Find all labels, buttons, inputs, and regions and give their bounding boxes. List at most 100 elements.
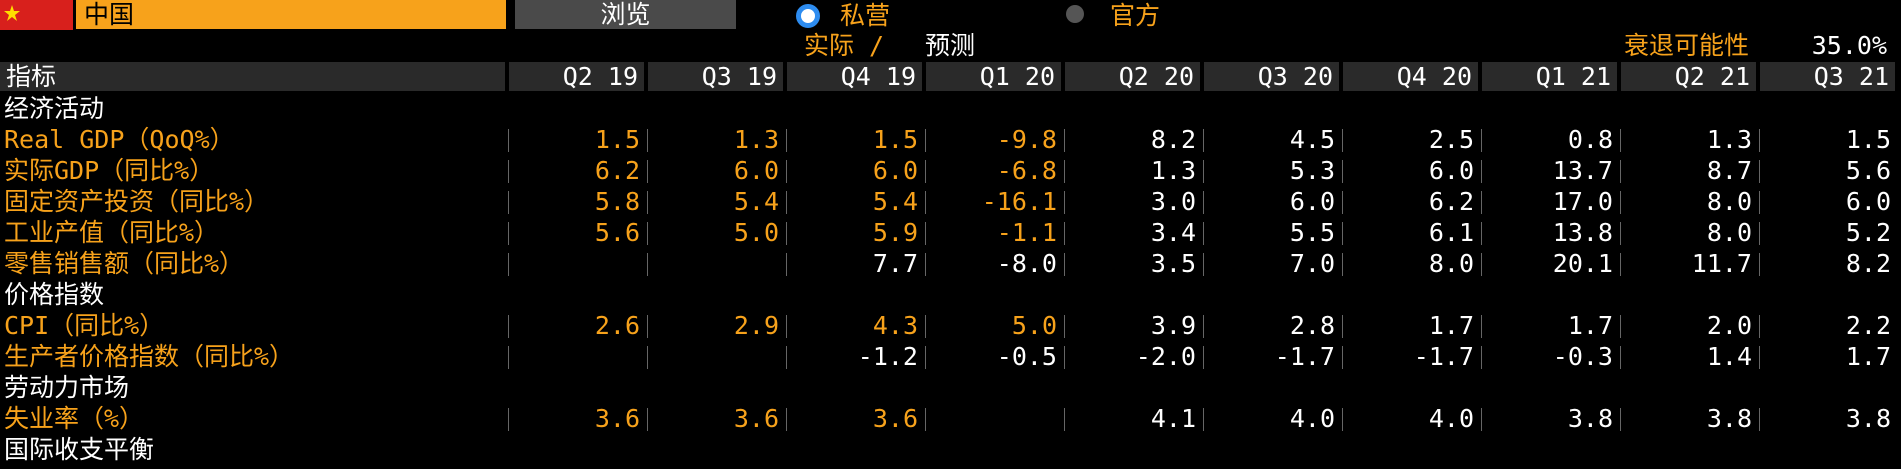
cell-separator <box>647 253 648 276</box>
value-cell: 6.2 <box>594 156 640 185</box>
value-cell: 5.4 <box>733 187 779 216</box>
cell-separator <box>647 222 648 245</box>
value-cell: 4.0 <box>1428 404 1474 433</box>
value-cell: 1.3 <box>1706 125 1752 154</box>
value-cell: 4.1 <box>1150 404 1196 433</box>
cell-separator <box>1620 253 1621 276</box>
value-cell: 1.5 <box>594 125 640 154</box>
row-label: Real GDP（QoQ%） <box>4 125 235 154</box>
value-cell: 3.8 <box>1706 404 1752 433</box>
value-cell: 6.0 <box>1428 156 1474 185</box>
column-header: Q2 20 <box>1065 62 1200 91</box>
cell-separator <box>786 315 787 338</box>
value-cell: 2.5 <box>1428 125 1474 154</box>
section-title: 价格指数 <box>4 280 105 309</box>
cell-separator <box>1481 160 1482 183</box>
value-cell: 5.2 <box>1845 218 1891 247</box>
value-cell: 3.6 <box>733 404 779 433</box>
cell-separator <box>925 253 926 276</box>
value-cell: -1.1 <box>996 218 1057 247</box>
cell-separator <box>1203 222 1204 245</box>
column-header: Q2 19 <box>509 62 644 91</box>
cell-separator <box>1064 160 1065 183</box>
value-cell: 6.2 <box>1428 187 1474 216</box>
value-cell: -2.0 <box>1135 342 1196 371</box>
cell-separator <box>925 191 926 214</box>
forecast-legend: 预测 <box>925 31 976 60</box>
value-cell: 5.3 <box>1289 156 1335 185</box>
value-cell: 2.0 <box>1706 311 1752 340</box>
row-label: 失业率（%） <box>4 404 145 433</box>
value-cell: 6.0 <box>872 156 918 185</box>
cell-separator <box>508 129 509 152</box>
cell-separator <box>1342 160 1343 183</box>
value-cell: 8.2 <box>1845 249 1891 278</box>
cell-separator <box>1342 129 1343 152</box>
value-cell: -0.5 <box>996 342 1057 371</box>
value-cell: 13.7 <box>1552 156 1613 185</box>
value-cell: 7.7 <box>872 249 918 278</box>
radio-label[interactable]: 私营 <box>840 1 891 30</box>
column-header: Q4 20 <box>1343 62 1478 91</box>
cell-separator <box>1342 222 1343 245</box>
value-cell: 3.8 <box>1567 404 1613 433</box>
cell-separator <box>1064 191 1065 214</box>
cell-separator <box>1064 222 1065 245</box>
cell-separator <box>1064 408 1065 431</box>
row-label: CPI（同比%） <box>4 311 165 340</box>
value-cell: 1.7 <box>1567 311 1613 340</box>
value-cell: 6.1 <box>1428 218 1474 247</box>
cell-separator <box>1342 346 1343 369</box>
column-header: Q3 19 <box>648 62 783 91</box>
column-header: Q4 19 <box>787 62 922 91</box>
column-header: Q2 21 <box>1621 62 1756 91</box>
radio-selected[interactable] <box>796 4 820 28</box>
value-cell: 1.5 <box>872 125 918 154</box>
value-cell: 11.7 <box>1691 249 1752 278</box>
value-cell: 1.4 <box>1706 342 1752 371</box>
browse-button[interactable]: 浏览 <box>515 0 736 29</box>
radio-label[interactable]: 官方 <box>1110 1 1161 30</box>
column-header: Q3 21 <box>1760 62 1895 91</box>
value-cell: 6.0 <box>1845 187 1891 216</box>
cell-separator <box>1481 191 1482 214</box>
cell-separator <box>1342 253 1343 276</box>
value-cell: 0.8 <box>1567 125 1613 154</box>
cell-separator <box>1203 408 1204 431</box>
cell-separator <box>508 160 509 183</box>
cell-separator <box>1481 315 1482 338</box>
section-title: 经济活动 <box>4 94 105 123</box>
section-title: 劳动力市场 <box>4 373 130 402</box>
value-cell: 4.0 <box>1289 404 1335 433</box>
value-cell: -9.8 <box>996 125 1057 154</box>
cell-separator <box>925 129 926 152</box>
cell-separator <box>1620 129 1621 152</box>
cell-separator <box>1342 408 1343 431</box>
cell-separator <box>508 222 509 245</box>
cell-separator <box>925 346 926 369</box>
cell-separator <box>1620 191 1621 214</box>
cell-separator <box>1203 346 1204 369</box>
cell-separator <box>1064 315 1065 338</box>
value-cell: 5.6 <box>594 218 640 247</box>
value-cell: 8.0 <box>1706 187 1752 216</box>
value-cell: 8.0 <box>1428 249 1474 278</box>
cell-separator <box>1620 315 1621 338</box>
cell-separator <box>925 222 926 245</box>
value-cell: 3.6 <box>872 404 918 433</box>
row-label: 实际GDP（同比%） <box>4 156 215 185</box>
flag-stars <box>4 5 20 21</box>
country-input[interactable]: 中国 <box>76 0 506 29</box>
section-title: 国际收支平衡 <box>4 435 155 464</box>
cell-separator <box>1064 346 1065 369</box>
cell-separator <box>1759 222 1760 245</box>
value-cell: 2.8 <box>1289 311 1335 340</box>
cell-separator <box>1759 315 1760 338</box>
cell-separator <box>1342 315 1343 338</box>
cell-separator <box>508 346 509 369</box>
cell-separator <box>647 315 648 338</box>
cell-separator <box>1342 191 1343 214</box>
value-cell: -8.0 <box>996 249 1057 278</box>
radio-unselected[interactable] <box>1066 5 1084 23</box>
